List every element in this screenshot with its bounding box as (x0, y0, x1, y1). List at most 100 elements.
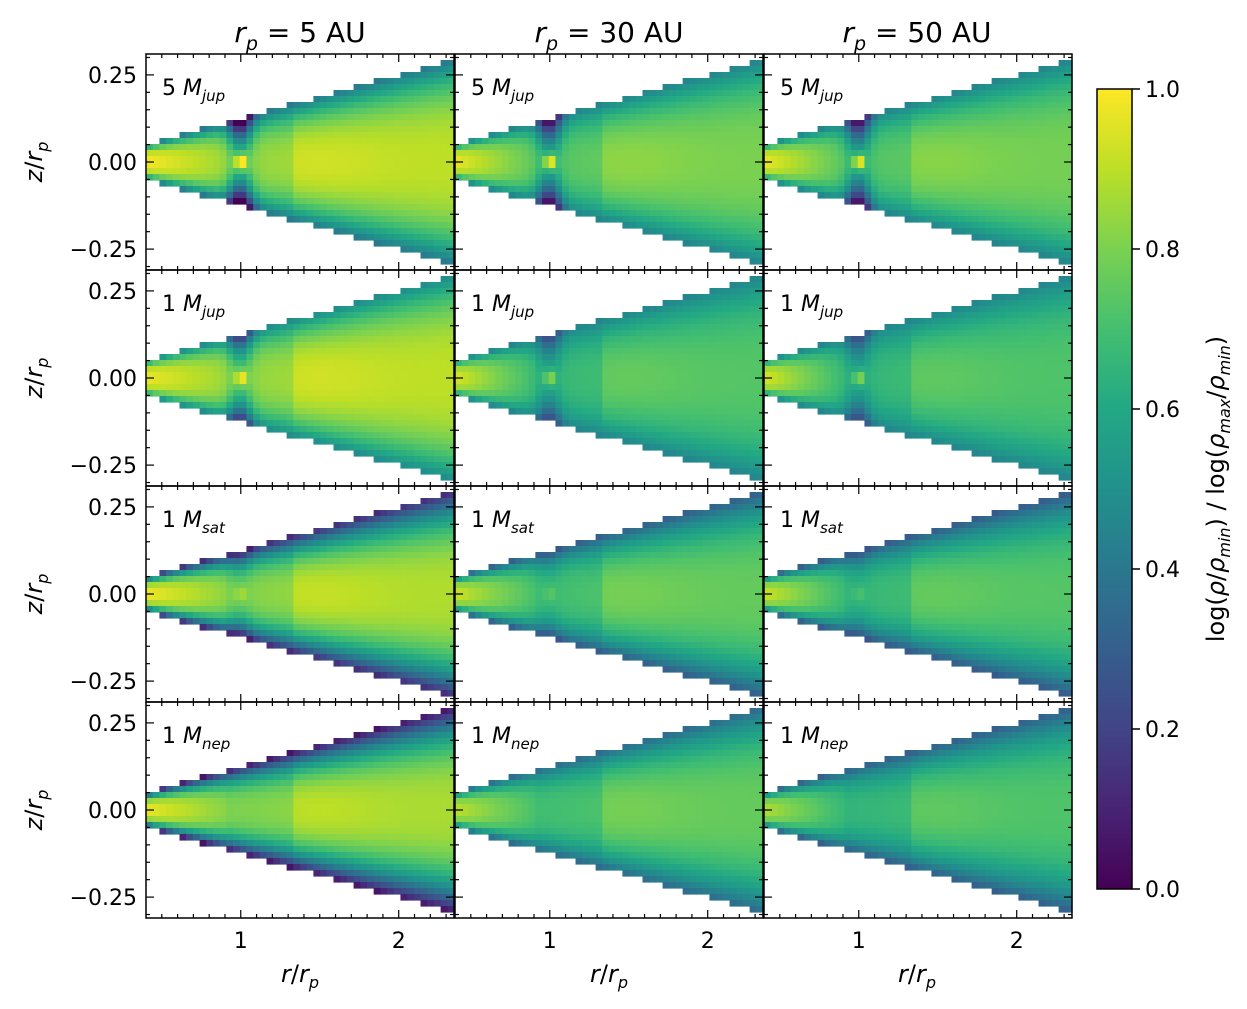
heatmap-cell (655, 126, 664, 133)
heatmap-cell (427, 102, 435, 109)
heatmap-cell (420, 234, 428, 241)
heatmap-cell (313, 216, 321, 223)
heatmap-cell (615, 324, 623, 331)
heatmap-cell (669, 228, 677, 235)
heatmap-cell (1025, 138, 1033, 145)
heatmap-cell (407, 330, 415, 337)
heatmap-cell (1038, 204, 1046, 211)
heatmap-cell (790, 174, 799, 181)
heatmap-cell (595, 192, 603, 199)
heatmap-cell (629, 390, 637, 397)
heatmap-cell (784, 366, 792, 373)
heatmap-cell (542, 414, 550, 421)
heatmap-cell (722, 240, 731, 247)
heatmap-cell (749, 342, 757, 349)
heatmap-cell (951, 192, 959, 199)
heatmap-cell (1018, 198, 1026, 205)
heatmap-cell (756, 300, 764, 307)
heatmap-cell (749, 354, 757, 361)
heatmap-cell (393, 234, 402, 241)
heatmap-cell (548, 120, 557, 127)
heatmap-cell (279, 192, 288, 199)
heatmap-cell (380, 390, 388, 397)
heatmap-cell (958, 174, 966, 181)
heatmap-cell (293, 144, 301, 151)
heatmap-cell (756, 366, 764, 373)
heatmap-cell (749, 474, 757, 481)
heatmap-cell (542, 132, 550, 139)
heatmap-cell (273, 414, 281, 421)
heatmap-cell (716, 90, 724, 97)
heatmap-cell (413, 384, 422, 391)
heatmap-cell (729, 180, 737, 187)
heatmap-cell (521, 168, 530, 175)
heatmap-cell (1011, 228, 1020, 235)
heatmap-cell (635, 162, 644, 169)
heatmap-cell (991, 168, 999, 175)
heatmap-cell (622, 348, 630, 355)
heatmap-cell (736, 228, 744, 235)
heatmap-cell (777, 144, 785, 151)
heatmap-cell (333, 330, 341, 337)
heatmap-cell (420, 216, 428, 223)
heatmap-cell (642, 96, 650, 103)
heatmap-cell (595, 378, 603, 385)
heatmap-cell (440, 102, 448, 109)
heatmap-cell (535, 126, 543, 133)
heatmap-cell (696, 414, 704, 421)
heatmap-cell (447, 366, 455, 373)
heatmap-cell (1051, 234, 1060, 241)
heatmap-cell (279, 324, 288, 331)
heatmap-cell (387, 138, 395, 145)
heatmap-cell (998, 84, 1006, 91)
heatmap-cell (320, 156, 328, 163)
heatmap-cell (306, 126, 314, 133)
heatmap-cell (326, 168, 335, 175)
heatmap-cell (575, 324, 583, 331)
heatmap-cell (393, 420, 402, 427)
heatmap-cell (420, 132, 428, 139)
heatmap-cell (380, 204, 388, 211)
heatmap-cell (253, 174, 261, 181)
heatmap-cell (266, 402, 274, 409)
heatmap-cell (642, 420, 650, 427)
heatmap-cell (622, 114, 630, 121)
heatmap-cell (555, 336, 563, 343)
heatmap-cell (380, 330, 388, 337)
heatmap-cell (716, 108, 724, 115)
heatmap-cell (488, 144, 496, 151)
heatmap-cell (756, 234, 764, 241)
heatmap-cell (233, 384, 241, 391)
heatmap-cell (266, 396, 274, 403)
heatmap-cell (360, 312, 368, 319)
heatmap-cell (346, 174, 355, 181)
heatmap-cell (682, 108, 690, 115)
heatmap-cell (186, 162, 194, 169)
heatmap-cell (702, 336, 711, 343)
heatmap-cell (649, 168, 657, 175)
heatmap-cell (770, 378, 778, 385)
panel-mass-label: 1 Mjup (471, 292, 534, 321)
heatmap-cell (675, 96, 684, 103)
heatmap-cell (756, 438, 764, 445)
heatmap-cell (1058, 168, 1066, 175)
heatmap-cell (427, 240, 435, 247)
heatmap-cell (602, 216, 610, 223)
heatmap-cell (548, 372, 557, 379)
heatmap-cell (387, 78, 395, 85)
heatmap-cell (172, 180, 181, 187)
heatmap-cell (742, 96, 751, 103)
heatmap-cell (1025, 114, 1033, 121)
heatmap-cell (817, 138, 825, 145)
heatmap-cell (555, 180, 563, 187)
heatmap-cell (353, 354, 361, 361)
heatmap-cell (326, 120, 335, 127)
heatmap-cell (984, 84, 993, 91)
heatmap-cell (622, 330, 630, 337)
heatmap-cell (944, 102, 953, 109)
heatmap-cell (407, 240, 415, 247)
heatmap-cell (742, 78, 751, 85)
heatmap-cell (649, 162, 657, 169)
heatmap-cell (669, 312, 677, 319)
heatmap-cell (353, 330, 361, 337)
